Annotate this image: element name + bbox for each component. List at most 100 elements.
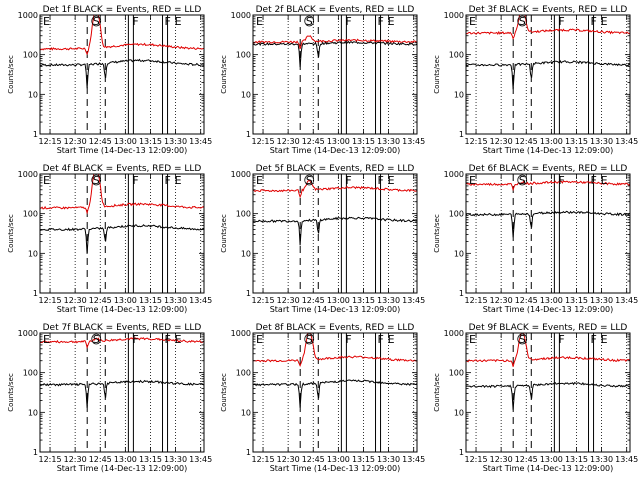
- panel-title: Det 2f BLACK = Events, RED = LLD: [256, 5, 415, 15]
- x-tick-label: 13:30: [590, 296, 613, 305]
- series-lld-line: [466, 333, 630, 367]
- plot-frame: [39, 14, 205, 135]
- plot-frame: [465, 332, 631, 453]
- x-tick-label: 13:45: [615, 455, 638, 464]
- x-tick-label: 12:15: [252, 296, 275, 305]
- series-lld-line: [40, 174, 204, 215]
- x-tick-label: 13:30: [377, 137, 400, 146]
- y-tick-label: 1: [33, 130, 38, 139]
- series-events-line: [253, 40, 417, 68]
- series-lld-line: [466, 15, 630, 40]
- panel-title: Det 8f BLACK = Events, RED = LLD: [256, 323, 415, 333]
- x-tick-label: 12:45: [89, 455, 112, 464]
- x-tick-label: 12:30: [64, 137, 87, 146]
- y-tick-label: 1: [459, 448, 464, 457]
- y-axis-label: Counts/sec: [433, 373, 441, 412]
- y-tick-label: 1000: [231, 329, 251, 338]
- marker-label: F: [165, 174, 171, 187]
- x-tick-label: 13:45: [402, 455, 425, 464]
- x-tick-label: 12:30: [490, 455, 513, 464]
- x-axis-label: Start Time (14-Dec-13 12:09:00): [270, 146, 401, 155]
- series-lld-line: [40, 337, 204, 350]
- series-lld-line: [253, 179, 417, 199]
- marker-label: F: [558, 15, 564, 28]
- y-tick-label: 100: [236, 369, 251, 378]
- series-events-line: [466, 381, 630, 410]
- x-tick-label: 12:45: [515, 296, 538, 305]
- y-tick-label: 100: [449, 210, 464, 219]
- series-lld-line: [40, 15, 204, 56]
- y-axis-label: Counts/sec: [220, 214, 228, 253]
- marker-label: E: [43, 174, 50, 187]
- x-tick-label: 13:00: [327, 296, 350, 305]
- y-tick-label: 1: [459, 130, 464, 139]
- x-tick-label: 13:30: [164, 455, 187, 464]
- x-tick-label: 13:00: [540, 296, 563, 305]
- y-tick-label: 1: [33, 289, 38, 298]
- x-axis-label: Start Time (14-Dec-13 12:09:00): [57, 464, 188, 473]
- plot-frame: [252, 173, 418, 294]
- marker-label: S: [519, 15, 526, 28]
- x-axis-label: Start Time (14-Dec-13 12:09:00): [270, 305, 401, 314]
- x-tick-label: 13:30: [377, 296, 400, 305]
- x-axis-label: Start Time (14-Dec-13 12:09:00): [57, 146, 188, 155]
- y-tick-label: 1000: [444, 11, 464, 20]
- x-tick-label: 13:45: [189, 455, 212, 464]
- y-tick-label: 100: [23, 369, 38, 378]
- x-tick-label: 13:00: [327, 455, 350, 464]
- marker-label: F: [165, 333, 171, 346]
- panel-title: Det 6f BLACK = Events, RED = LLD: [469, 164, 628, 174]
- y-tick-label: 10: [241, 408, 251, 417]
- x-axis-label: Start Time (14-Dec-13 12:09:00): [483, 146, 614, 155]
- panel-title: Det 9f BLACK = Events, RED = LLD: [469, 323, 628, 333]
- series-events-line: [466, 59, 630, 90]
- y-tick-label: 100: [449, 51, 464, 60]
- series-events-line: [40, 379, 204, 408]
- plot-frame: [465, 14, 631, 135]
- marker-ring: [91, 15, 102, 27]
- x-tick-label: 13:15: [139, 137, 162, 146]
- marker-label: F: [558, 174, 564, 187]
- x-tick-label: 13:15: [352, 455, 375, 464]
- x-tick-label: 12:45: [302, 296, 325, 305]
- x-tick-label: 13:15: [565, 296, 588, 305]
- y-tick-label: 1: [246, 448, 251, 457]
- y-axis-label: Counts/sec: [7, 55, 15, 94]
- marker-label: F: [132, 15, 138, 28]
- panel-title: Det 1f BLACK = Events, RED = LLD: [43, 5, 202, 15]
- x-tick-label: 12:30: [277, 137, 300, 146]
- x-tick-label: 13:00: [327, 137, 350, 146]
- series-lld-line: [253, 35, 417, 50]
- marker-label: F: [345, 174, 351, 187]
- series-events-line: [253, 379, 417, 408]
- panel-title: Det 3f BLACK = Events, RED = LLD: [469, 5, 628, 15]
- x-tick-label: 12:45: [302, 455, 325, 464]
- marker-label: E: [388, 174, 395, 187]
- x-tick-label: 12:45: [515, 137, 538, 146]
- y-tick-label: 1: [246, 289, 251, 298]
- marker-label: F: [378, 333, 384, 346]
- marker-label: E: [469, 15, 476, 28]
- x-tick-label: 13:00: [540, 137, 563, 146]
- x-tick-label: 13:15: [352, 296, 375, 305]
- y-axis-label: Counts/sec: [220, 55, 228, 94]
- y-tick-label: 1000: [231, 170, 251, 179]
- x-tick-label: 12:30: [277, 296, 300, 305]
- x-axis-label: Start Time (14-Dec-13 12:09:00): [57, 305, 188, 314]
- y-tick-label: 10: [28, 408, 38, 417]
- y-tick-label: 10: [454, 249, 464, 258]
- y-tick-label: 1000: [444, 170, 464, 179]
- series-events-line: [253, 216, 417, 246]
- marker-label: E: [43, 15, 50, 28]
- x-tick-label: 13:00: [540, 455, 563, 464]
- series-lld-line: [466, 180, 630, 192]
- x-tick-label: 12:15: [465, 455, 488, 464]
- x-tick-label: 12:45: [302, 137, 325, 146]
- x-tick-label: 12:30: [64, 296, 87, 305]
- marker-label: E: [256, 174, 263, 187]
- y-tick-label: 1000: [231, 11, 251, 20]
- marker-label: F: [558, 333, 564, 346]
